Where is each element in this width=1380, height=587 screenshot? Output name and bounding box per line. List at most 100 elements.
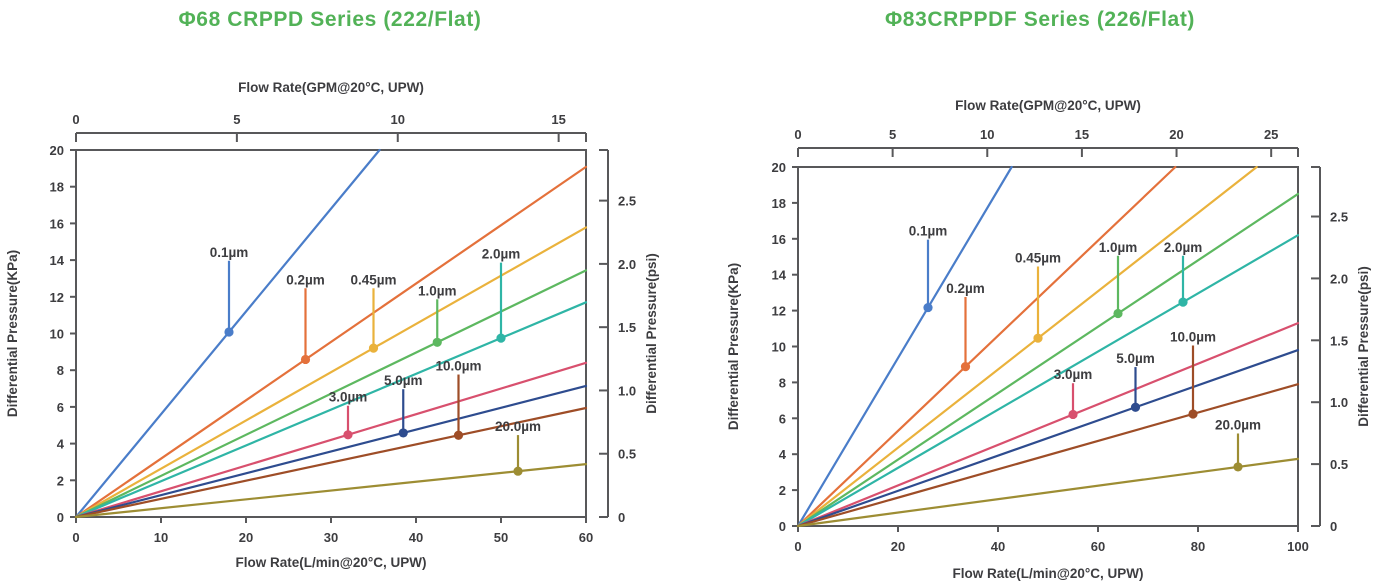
kpa-tick-label: 4 (779, 447, 787, 462)
series-marker-5.0µm (1130, 402, 1141, 412)
chart-svg-right: 0 2 4 6 8 10 12 14 16 18 20 0 20 40 60 80 100 0 5 10 15 20 25 F… (726, 98, 1371, 581)
kpa-tick-label: 20 (50, 143, 64, 158)
series-marker-2.0µm (1178, 297, 1188, 307)
series-label-0.45µm: 0.45µm (1015, 251, 1061, 266)
series-marker-20.0µm (1233, 462, 1243, 472)
psi-tick-label: 1.0 (618, 383, 636, 398)
lmin-tick-label: 20 (239, 530, 253, 545)
lmin-tick-label: 80 (1191, 539, 1205, 554)
series-label-2.0µm: 2.0µm (482, 247, 521, 262)
gpm-tick-label: 10 (391, 112, 405, 127)
series-label-1.0µm: 1.0µm (1099, 240, 1138, 255)
kpa-tick-label: 10 (772, 340, 786, 355)
series-line-0.1µm (796, 165, 1013, 528)
series-marker-2.0µm (496, 333, 506, 343)
psi-tick-label: 1.0 (1330, 395, 1348, 410)
gpm-tick-label: 5 (889, 127, 896, 142)
psi-tick-label: 0.5 (618, 447, 636, 462)
series-line-3.0µm (74, 361, 588, 519)
kpa-axis-title: Differential Pressure(KPa) (5, 250, 20, 417)
series-label-5.0µm: 5.0µm (384, 373, 423, 388)
psi-axis-title: Differential Pressure(psi) (1356, 266, 1371, 427)
series-line-10.0µm (796, 383, 1300, 528)
psi-tick-label: 2.0 (618, 257, 636, 272)
kpa-tick-label: 8 (779, 375, 786, 390)
series-label-0.45µm: 0.45µm (350, 272, 396, 287)
gpm-tick-label: 25 (1264, 127, 1278, 142)
series-label-0.1µm: 0.1µm (210, 245, 249, 260)
psi-tick-label: 1.5 (618, 320, 636, 335)
psi-tick-label: 2.5 (1330, 210, 1348, 225)
series-line-10.0µm (74, 406, 588, 519)
psi-tick-label: 2.0 (1330, 271, 1348, 286)
lmin-tick-label: 40 (409, 530, 423, 545)
lmin-tick-label: 0 (794, 539, 801, 554)
series-label-3.0µm: 3.0µm (1054, 367, 1093, 382)
psi-tick-label: 0.5 (1330, 457, 1348, 472)
psi-axis-title: Differential Pressure(psi) (644, 253, 659, 414)
kpa-tick-label: 6 (57, 400, 64, 415)
series-marker-3.0µm (1068, 409, 1078, 420)
series-label-20.0µm: 20.0µm (495, 419, 541, 434)
series-marker-0.2µm (300, 354, 311, 365)
plot-frame (797, 166, 1299, 527)
psi-tick-label: 0 (618, 510, 625, 525)
series-line-5.0µm (796, 348, 1300, 528)
kpa-tick-label: 2 (779, 483, 786, 498)
series-line-0.2µm (796, 165, 1177, 528)
kpa-tick-label: 0 (57, 510, 64, 525)
lmin-tick-label: 60 (1091, 539, 1105, 554)
series-label-10.0µm: 10.0µm (435, 359, 481, 374)
kpa-tick-label: 16 (772, 232, 786, 247)
series-label-0.2µm: 0.2µm (946, 281, 985, 296)
lmin-tick-label: 10 (154, 530, 168, 545)
kpa-tick-label: 0 (779, 519, 786, 534)
series-marker-0.2µm (960, 362, 971, 372)
series-label-1.0µm: 1.0µm (418, 283, 457, 298)
series-line-3.0µm (796, 322, 1300, 528)
gpm-axis-title: Flow Rate(GPM@20°C, UPW) (955, 98, 1141, 113)
lmin-axis-title: Flow Rate(L/min@20°C, UPW) (952, 566, 1143, 581)
gpm-tick-label: 0 (72, 112, 79, 127)
series-line-2.0µm (796, 234, 1300, 528)
gpm-axis-title: Flow Rate(GPM@20°C, UPW) (238, 80, 424, 95)
series-line-0.2µm (74, 165, 588, 519)
kpa-axis-title: Differential Pressure(KPa) (726, 263, 741, 430)
series-marker-5.0µm (398, 428, 408, 438)
series-label-2.0µm: 2.0µm (1164, 240, 1203, 255)
chart-title-left: Φ68 CRPPD Series (222/Flat) (178, 8, 482, 31)
lmin-tick-label: 40 (991, 539, 1005, 554)
chart-title-right: Φ83CRPPDF Series (226/Flat) (884, 8, 1196, 31)
kpa-tick-label: 10 (50, 327, 64, 342)
gpm-tick-label: 10 (980, 127, 994, 142)
series-marker-0.1µm (923, 302, 933, 313)
kpa-tick-label: 8 (57, 363, 64, 378)
lmin-tick-label: 30 (324, 530, 338, 545)
series-label-5.0µm: 5.0µm (1116, 351, 1155, 366)
kpa-tick-label: 16 (50, 216, 64, 231)
kpa-tick-label: 12 (50, 290, 64, 305)
series-marker-1.0µm (432, 337, 442, 347)
chart-svg-left: 0 2 4 6 8 10 12 14 16 18 20 0 10 20 30 40 50 60 0 5 10 15 Flow… (5, 80, 659, 570)
psi-tick-label: 1.5 (1330, 333, 1348, 348)
psi-tick-label: 2.5 (618, 194, 636, 209)
kpa-tick-label: 12 (772, 304, 786, 319)
kpa-tick-label: 2 (57, 473, 64, 488)
series-marker-10.0µm (1188, 409, 1198, 419)
series-line-1.0µm (796, 192, 1300, 528)
lmin-tick-label: 100 (1287, 539, 1309, 554)
series-marker-1.0µm (1113, 308, 1123, 319)
gpm-tick-label: 15 (1075, 127, 1089, 142)
kpa-tick-label: 4 (57, 437, 65, 452)
series-line-5.0µm (74, 384, 588, 519)
series-label-0.1µm: 0.1µm (909, 224, 948, 239)
gpm-tick-label: 5 (233, 112, 240, 127)
gpm-tick-label: 0 (794, 127, 801, 142)
series-marker-20.0µm (513, 466, 523, 476)
chart-right: Φ83CRPPDF Series (226/Flat) 0 2 4 6 8 10 12 14 1… (700, 0, 1380, 587)
series-marker-3.0µm (343, 430, 353, 440)
gpm-tick-label: 20 (1169, 127, 1183, 142)
series-line-0.45µm (796, 165, 1258, 528)
gpm-tick-label: 15 (551, 112, 565, 127)
